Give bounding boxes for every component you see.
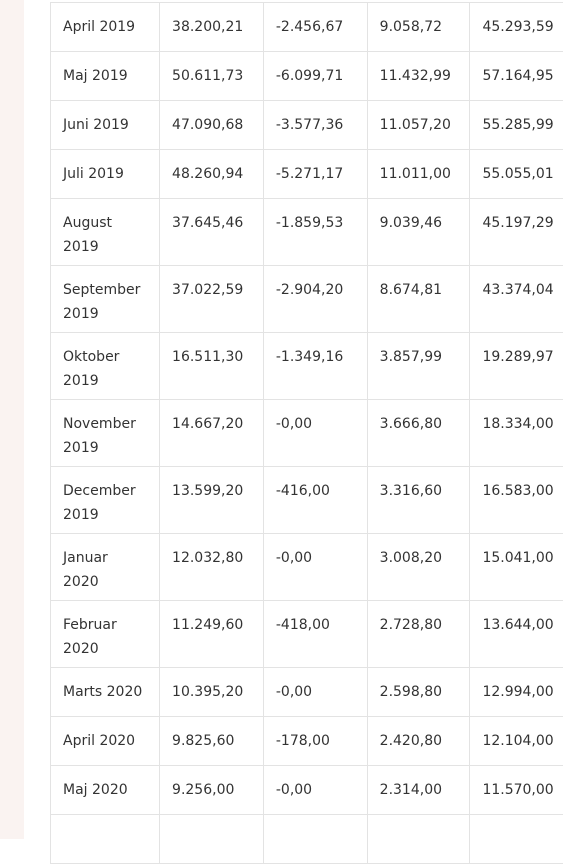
month-cell: Juli 2019 — [51, 150, 160, 199]
tax-cell: 9.058,72 — [367, 3, 470, 52]
amount-cell: 48.260,94 — [160, 150, 264, 199]
empty-cell — [470, 815, 563, 864]
tax-cell: 11.011,00 — [367, 150, 470, 199]
deduction-cell: -3.577,36 — [263, 101, 367, 150]
month-cell: Marts 2020 — [51, 668, 160, 717]
deduction-cell: -2.904,20 — [263, 266, 367, 333]
month-cell: April 2020 — [51, 717, 160, 766]
amount-cell: 13.599,20 — [160, 467, 264, 534]
tax-cell: 3.316,60 — [367, 467, 470, 534]
tax-cell: 11.057,20 — [367, 101, 470, 150]
tax-cell: 2.314,00 — [367, 766, 470, 815]
tax-cell: 3.857,99 — [367, 333, 470, 400]
deduction-cell: -416,00 — [263, 467, 367, 534]
empty-cell — [263, 815, 367, 864]
deduction-cell: -0,00 — [263, 766, 367, 815]
month-cell: Oktober 2019 — [51, 333, 160, 400]
tax-cell: 3.666,80 — [367, 400, 470, 467]
total-cell: 16.583,00 — [470, 467, 563, 534]
amount-cell: 10.395,20 — [160, 668, 264, 717]
total-cell: 12.994,00 — [470, 668, 563, 717]
total-cell: 45.197,29 — [470, 199, 563, 266]
month-cell: Februar 2020 — [51, 601, 160, 668]
total-cell: 18.334,00 — [470, 400, 563, 467]
total-cell: 57.164,95 — [470, 52, 563, 101]
total-cell: 12.104,00 — [470, 717, 563, 766]
amount-cell: 38.200,21 — [160, 3, 264, 52]
month-cell: April 2019 — [51, 3, 160, 52]
empty-cell — [51, 815, 160, 864]
deduction-cell: -2.456,67 — [263, 3, 367, 52]
month-cell: Juni 2019 — [51, 101, 160, 150]
empty-cell — [160, 815, 264, 864]
tax-cell: 8.674,81 — [367, 266, 470, 333]
amount-cell: 37.645,46 — [160, 199, 264, 266]
total-cell: 45.293,59 — [470, 3, 563, 52]
amount-cell: 16.511,30 — [160, 333, 264, 400]
deduction-cell: -0,00 — [263, 534, 367, 601]
total-cell: 15.041,00 — [470, 534, 563, 601]
deduction-cell: -5.271,17 — [263, 150, 367, 199]
tax-cell: 2.728,80 — [367, 601, 470, 668]
month-cell: Januar 2020 — [51, 534, 160, 601]
deduction-cell: -6.099,71 — [263, 52, 367, 101]
tax-cell: 11.432,99 — [367, 52, 470, 101]
tax-cell: 2.420,80 — [367, 717, 470, 766]
deduction-cell: -418,00 — [263, 601, 367, 668]
deduction-cell: -178,00 — [263, 717, 367, 766]
month-cell: August 2019 — [51, 199, 160, 266]
total-cell: 11.570,00 — [470, 766, 563, 815]
month-cell: Maj 2019 — [51, 52, 160, 101]
sidebar-strip — [0, 0, 24, 839]
deduction-cell: -1.349,16 — [263, 333, 367, 400]
deduction-cell: -0,00 — [263, 400, 367, 467]
amount-cell: 37.022,59 — [160, 266, 264, 333]
table-row — [51, 815, 563, 864]
tax-cell: 9.039,46 — [367, 199, 470, 266]
month-cell: Maj 2020 — [51, 766, 160, 815]
total-cell: 43.374,04 — [470, 266, 563, 333]
amount-cell: 12.032,80 — [160, 534, 264, 601]
deduction-cell: -1.859,53 — [263, 199, 367, 266]
amount-cell: 47.090,68 — [160, 101, 264, 150]
total-cell: 55.285,99 — [470, 101, 563, 150]
deduction-cell: -0,00 — [263, 668, 367, 717]
total-cell: 13.644,00 — [470, 601, 563, 668]
tax-cell: 3.008,20 — [367, 534, 470, 601]
amount-cell: 14.667,20 — [160, 400, 264, 467]
amount-cell: 11.249,60 — [160, 601, 264, 668]
total-cell: 19.289,97 — [470, 333, 563, 400]
amount-cell: 9.256,00 — [160, 766, 264, 815]
tax-cell: 2.598,80 — [367, 668, 470, 717]
empty-cell — [367, 815, 470, 864]
amount-cell: 9.825,60 — [160, 717, 264, 766]
total-cell: 55.055,01 — [470, 150, 563, 199]
month-cell: September 2019 — [51, 266, 160, 333]
month-cell: November 2019 — [51, 400, 160, 467]
amount-cell: 50.611,73 — [160, 52, 264, 101]
month-cell: December 2019 — [51, 467, 160, 534]
